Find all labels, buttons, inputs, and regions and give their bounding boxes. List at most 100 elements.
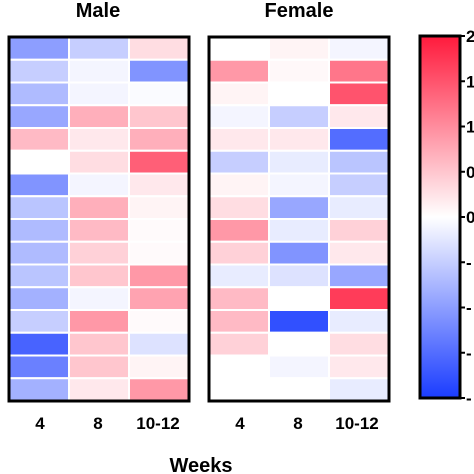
colorbar-tick-label-8: - bbox=[466, 344, 472, 363]
heatmap-cell-male-r16-c2 bbox=[68, 377, 130, 402]
heatmap-cell-male-r13-c2 bbox=[68, 309, 130, 334]
heatmap-cell-male-r16-c3 bbox=[128, 377, 190, 402]
heatmap-cell-male-r5-c3 bbox=[128, 127, 190, 152]
heatmap-cell-male-r1-c1 bbox=[8, 36, 70, 61]
x-tick-male-8: 8 bbox=[93, 414, 102, 433]
panel-frame-female bbox=[207, 35, 391, 403]
heatmap-cell-male-r11-c2 bbox=[68, 263, 130, 289]
heatmap-cell-female-r2-c1 bbox=[208, 58, 270, 84]
heatmap-cell-male-r7-c1 bbox=[8, 172, 70, 198]
heatmap-cell-female-r15-c3 bbox=[328, 354, 390, 380]
heatmap-cell-female-r11-c2 bbox=[268, 263, 330, 289]
heatmap-cell-male-r6-c3 bbox=[128, 149, 190, 175]
heatmap-cell-female-r10-c2 bbox=[268, 240, 330, 266]
heatmap-cell-male-r3-c3 bbox=[128, 81, 190, 107]
heatmap-cell-male-r12-c2 bbox=[68, 286, 130, 311]
heatmap-cell-male-r4-c3 bbox=[128, 104, 190, 129]
heatmap-panel-female bbox=[208, 36, 390, 402]
panel-title-male: Male bbox=[76, 0, 120, 22]
heatmap-cell-male-r12-c1 bbox=[8, 286, 70, 311]
heatmap-cell-female-r5-c3 bbox=[328, 127, 390, 152]
colorbar-tick-label-5: 0 bbox=[466, 208, 474, 227]
heatmap-cell-female-r1-c1 bbox=[208, 36, 270, 61]
heatmap-cell-female-r4-c3 bbox=[328, 104, 390, 129]
heatmap-cell-male-r13-c3 bbox=[128, 309, 190, 334]
x-axis-title: Weeks bbox=[169, 455, 232, 474]
heatmap-cell-female-r7-c3 bbox=[328, 172, 390, 198]
heatmap-cell-female-r13-c2 bbox=[268, 309, 330, 334]
heatmap-cell-male-r9-c2 bbox=[68, 218, 130, 243]
panel-title-female: Female bbox=[265, 0, 334, 22]
heatmap-cell-female-r3-c1 bbox=[208, 81, 270, 107]
heatmap-cell-male-r16-c1 bbox=[8, 377, 70, 402]
heatmap-cell-female-r13-c3 bbox=[328, 309, 390, 334]
heatmap-cell-female-r2-c3 bbox=[328, 58, 390, 84]
colorbar-tick-label-2: 1 bbox=[466, 72, 474, 91]
heatmap-cell-male-r1-c3 bbox=[128, 36, 190, 61]
heatmap-cell-male-r2-c2 bbox=[68, 58, 130, 84]
x-tick-female-10-12: 10-12 bbox=[335, 414, 378, 433]
heatmap-cell-female-r8-c1 bbox=[208, 195, 270, 220]
heatmap-cell-male-r14-c1 bbox=[8, 331, 70, 357]
heatmap-cell-male-r2-c3 bbox=[128, 58, 190, 84]
heatmap-cell-female-r5-c2 bbox=[268, 127, 330, 152]
heatmap-cell-female-r4-c2 bbox=[268, 104, 330, 129]
heatmap-cell-male-r2-c1 bbox=[8, 58, 70, 84]
heatmap-cell-female-r12-c2 bbox=[268, 286, 330, 311]
heatmap-cell-male-r4-c2 bbox=[68, 104, 130, 129]
heatmap-cell-male-r4-c1 bbox=[8, 104, 70, 129]
heatmap-cell-male-r9-c1 bbox=[8, 218, 70, 243]
heatmap-cell-female-r16-c1 bbox=[208, 377, 270, 402]
heatmap-cell-female-r12-c3 bbox=[328, 286, 390, 311]
heatmap-cell-female-r15-c2 bbox=[268, 354, 330, 380]
heatmap-cell-female-r11-c3 bbox=[328, 263, 390, 289]
heatmap-cell-male-r15-c1 bbox=[8, 354, 70, 380]
heatmap-cell-female-r14-c3 bbox=[328, 331, 390, 357]
heatmap-cell-female-r12-c1 bbox=[208, 286, 270, 311]
x-tick-male-10-12: 10-12 bbox=[136, 414, 179, 433]
heatmap-cell-male-r12-c3 bbox=[128, 286, 190, 311]
heatmap-cell-female-r3-c2 bbox=[268, 81, 330, 107]
panel-frame-male bbox=[7, 35, 191, 403]
heatmap-cell-female-r8-c2 bbox=[268, 195, 330, 220]
colorbar-tick-label-1: 2 bbox=[466, 27, 474, 46]
heatmap-cell-male-r8-c2 bbox=[68, 195, 130, 220]
heatmap-cell-female-r9-c1 bbox=[208, 218, 270, 243]
colorbar bbox=[418, 34, 462, 400]
heatmap-cell-female-r5-c1 bbox=[208, 127, 270, 152]
heatmap-cell-male-r8-c1 bbox=[8, 195, 70, 220]
heatmap-cell-female-r4-c1 bbox=[208, 104, 270, 129]
heatmap-cell-male-r5-c2 bbox=[68, 127, 130, 152]
heatmap-cell-male-r10-c1 bbox=[8, 240, 70, 266]
heatmap-cell-male-r3-c1 bbox=[8, 81, 70, 107]
colorbar-tick-label-6: - bbox=[466, 253, 472, 272]
heatmap-cell-male-r8-c3 bbox=[128, 195, 190, 220]
heatmap-cell-female-r1-c3 bbox=[328, 36, 390, 61]
heatmap-cell-female-r16-c3 bbox=[328, 377, 390, 402]
heatmap-cell-female-r6-c2 bbox=[268, 149, 330, 175]
heatmap-cell-male-r13-c1 bbox=[8, 309, 70, 334]
heatmap-cell-male-r7-c2 bbox=[68, 172, 130, 198]
heatmap-cell-male-r7-c3 bbox=[128, 172, 190, 198]
heatmap-cell-male-r6-c2 bbox=[68, 149, 130, 175]
heatmap-cell-female-r1-c2 bbox=[268, 36, 330, 61]
heatmap-cell-male-r11-c1 bbox=[8, 263, 70, 289]
heatmap-cell-male-r11-c3 bbox=[128, 263, 190, 289]
heatmap-cell-female-r16-c2 bbox=[268, 377, 330, 402]
colorbar-tick-label-9: - bbox=[466, 389, 472, 408]
heatmap-cell-female-r14-c1 bbox=[208, 331, 270, 357]
heatmap-cell-male-r15-c2 bbox=[68, 354, 130, 380]
colorbar-tick-label-3: 1 bbox=[466, 118, 474, 137]
colorbar-tick-label-4: 0 bbox=[466, 163, 474, 182]
heatmap-cell-female-r8-c3 bbox=[328, 195, 390, 220]
heatmap-cell-female-r2-c2 bbox=[268, 58, 330, 84]
colorbar-ticks: 2 1 1 0 0 - - - - bbox=[460, 27, 474, 408]
heatmap-cell-female-r10-c1 bbox=[208, 240, 270, 266]
x-tick-female-8: 8 bbox=[293, 414, 302, 433]
heatmap-cell-female-r3-c3 bbox=[328, 81, 390, 107]
heatmap-cell-male-r10-c3 bbox=[128, 240, 190, 266]
heatmap-cell-male-r14-c3 bbox=[128, 331, 190, 357]
heatmap-cell-female-r13-c1 bbox=[208, 309, 270, 334]
x-tick-male-4: 4 bbox=[35, 414, 45, 433]
heatmap-cell-male-r10-c2 bbox=[68, 240, 130, 266]
